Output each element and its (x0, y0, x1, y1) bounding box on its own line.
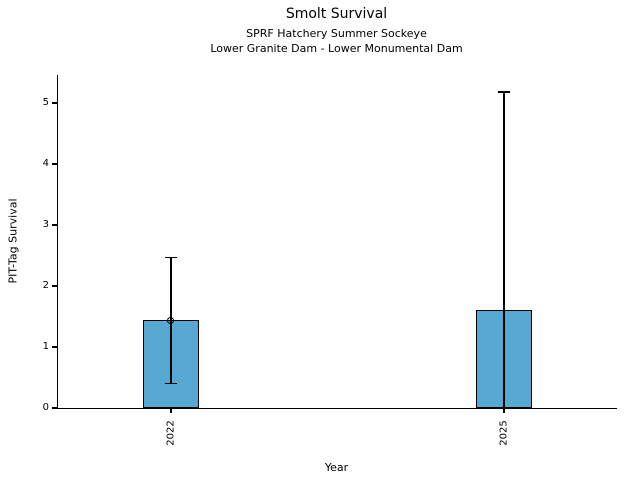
y-tick-label: 5 (42, 97, 49, 109)
y-tick-label: 1 (42, 341, 49, 352)
y-tick-label: 4 (42, 158, 49, 170)
y-tick-label: 2 (42, 280, 49, 292)
y-axis-label: PIT-Tag Survival (6, 198, 20, 284)
chart-title: Smolt Survival (285, 6, 388, 22)
data-point-marker (167, 316, 175, 324)
chart-subtitle-2: Lower Granite Dam - Lower Monumental Dam (210, 42, 463, 55)
y-axis-tick (52, 224, 57, 226)
y-axis-tick (52, 285, 57, 287)
x-axis-tick (170, 408, 172, 413)
x-axis-label: Year (324, 461, 349, 474)
y-axis-tick (52, 346, 57, 348)
error-bar-cap-top (498, 91, 511, 93)
y-axis-tick (52, 102, 57, 104)
y-tick-label: 0 (42, 402, 49, 413)
error-bar-cap-bottom (164, 383, 177, 385)
x-tick-label: 2025 (498, 420, 510, 446)
error-bar-line (503, 92, 505, 408)
y-axis-tick (52, 407, 57, 409)
plot-area: 0 1 2 3 4 5 2022 2025 (43, 75, 617, 446)
x-axis-tick (503, 408, 505, 413)
error-bar-cap-top (164, 256, 177, 258)
chart-subtitle-1: SPRF Hatchery Summer Sockeye (246, 27, 427, 40)
y-axis-tick (52, 163, 57, 165)
y-tick-label: 3 (42, 219, 49, 231)
x-tick-label: 2022 (165, 420, 177, 446)
